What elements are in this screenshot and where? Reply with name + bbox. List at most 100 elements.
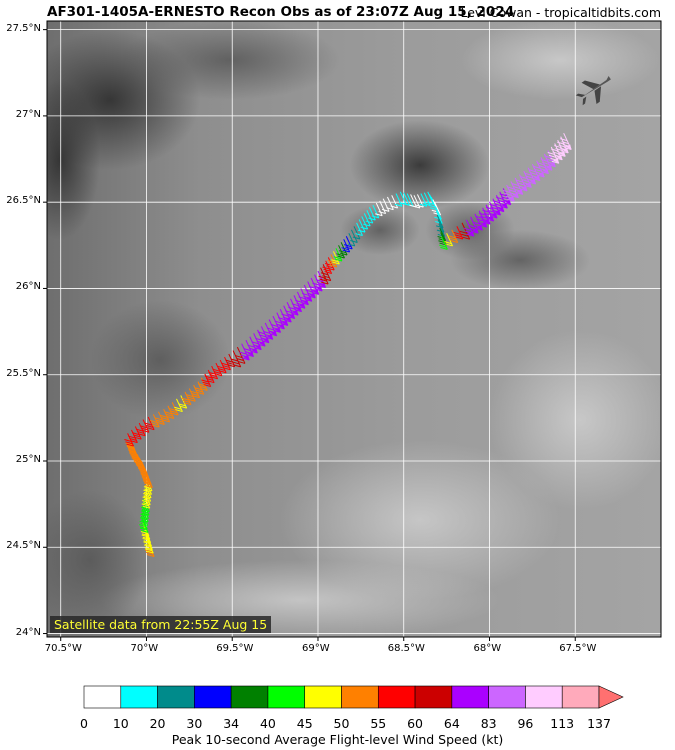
lon-tick-label: 70.5°W [44,643,82,654]
wind-barb [322,260,333,275]
colorbar-tick-label: 0 [80,716,88,731]
colorbar-cell [120,685,158,709]
wind-barb [360,216,369,230]
colorbar-tick-label: 83 [480,716,497,731]
wind-barb [371,204,380,219]
wind-barb [135,422,146,437]
colorbar-tick-label: 96 [517,716,534,731]
wind-barb [352,226,361,240]
wind-barb [155,411,165,425]
colorbar-cell [341,685,379,709]
lat-tick-label: 27°N [15,108,41,120]
wind-barb [386,196,394,211]
wind-barb [243,340,255,358]
credit-text: Levi Cowan - tropicaltidbits.com [460,5,661,20]
colorbar-tick-label: 10 [112,716,129,731]
lat-tick-label: 24.5°N [6,540,41,552]
colorbar-tick-label: 45 [296,716,313,731]
colorbar-cell [194,685,232,709]
colorbar-tick-label: 20 [149,716,166,731]
lat-tick-label: 26.5°N [6,195,41,207]
colorbar-tick-label: 55 [370,716,387,731]
wind-barb [160,409,170,423]
wind-barb [315,270,327,288]
colorbar-tick-label: 113 [550,716,575,731]
wind-barb [350,229,358,243]
wind-barb [124,433,134,447]
colorbar-cell [414,685,453,709]
colorbar-tick-label: 137 [587,716,611,731]
colorbar-tick-label: 50 [333,716,350,731]
axis-ticks [43,29,576,641]
colorbar-cell [377,685,416,709]
colorbar-label: Peak 10-second Average Flight-level Wind… [171,732,504,747]
wind-barb [394,193,403,207]
airplane-icon [575,76,611,106]
wind-barb [178,395,188,409]
colorbar-cell [525,685,563,709]
wind-barb [560,132,572,150]
wind-barb-track [124,132,572,557]
colorbar-cell [488,685,526,709]
colorbar-cell [230,685,269,709]
wind-barb [363,213,371,227]
wind-barb [149,414,160,428]
map-frame [46,20,662,638]
wind-barb [139,419,150,433]
colorbar-tick-label: 40 [259,716,276,731]
lat-tick-label: 27.5°N [6,22,41,34]
colorbar-cell [267,685,306,709]
lon-tick-label: 68°W [473,643,502,654]
colorbar-cell [451,685,489,709]
lon-tick-label: 70°W [130,643,159,654]
colorbar-cell [304,685,342,709]
lon-tick-label: 69.5°W [216,643,254,654]
wind-barb [131,426,142,440]
map-title: AF301-1405A-ERNESTO Recon Obs as of 23:0… [47,4,515,20]
lon-tick-label: 69°W [301,643,330,654]
wind-barb [190,384,201,399]
wind-barb [225,353,236,368]
wind-barb [365,210,374,224]
colorbar-tick-label: 64 [443,716,460,731]
wind-barb [485,201,498,219]
wind-barb [528,164,541,182]
colorbar-tick-label: 60 [407,716,424,731]
satellite-time-label: Satellite data from 22:55Z Aug 15 [50,616,272,633]
lat-tick-label: 24°N [15,626,41,638]
wind-barb [444,233,453,247]
colorbar-cell [157,685,195,709]
wind-barb [168,402,179,416]
wind-barb [281,305,292,323]
wind-barb [347,233,356,247]
wind-barb [257,326,270,344]
wind-barb [368,207,376,221]
colorbar-extend-arrow [598,685,624,709]
wind-barb [343,236,353,250]
wind-barb [390,195,399,209]
wind-barb [375,202,383,217]
wind-barb [239,343,250,361]
wind-barb [221,356,231,371]
wind-barb [381,198,390,212]
wind-barb [551,143,563,161]
lon-tick-label: 67.5°W [559,643,597,654]
colorbar-cell [561,685,600,709]
colorbar-cell [83,685,122,709]
lat-tick-label: 26°N [15,281,41,293]
wind-barb [439,236,448,250]
wind-barb [453,226,464,240]
wind-barb [174,398,183,413]
wind-barb [128,429,138,444]
wind-barb [216,359,227,374]
wind-barb [357,219,366,233]
wind-barb [164,405,175,419]
lat-tick-label: 25°N [15,454,41,465]
wind-barb [212,362,223,377]
colorbar-tick-label: 34 [223,716,240,731]
wind-barb [186,388,196,402]
colorbar-tick-label: 30 [186,716,203,731]
lat-tick-label: 25.5°N [6,367,41,379]
wind-barb [378,200,387,215]
wind-barb [181,391,192,406]
